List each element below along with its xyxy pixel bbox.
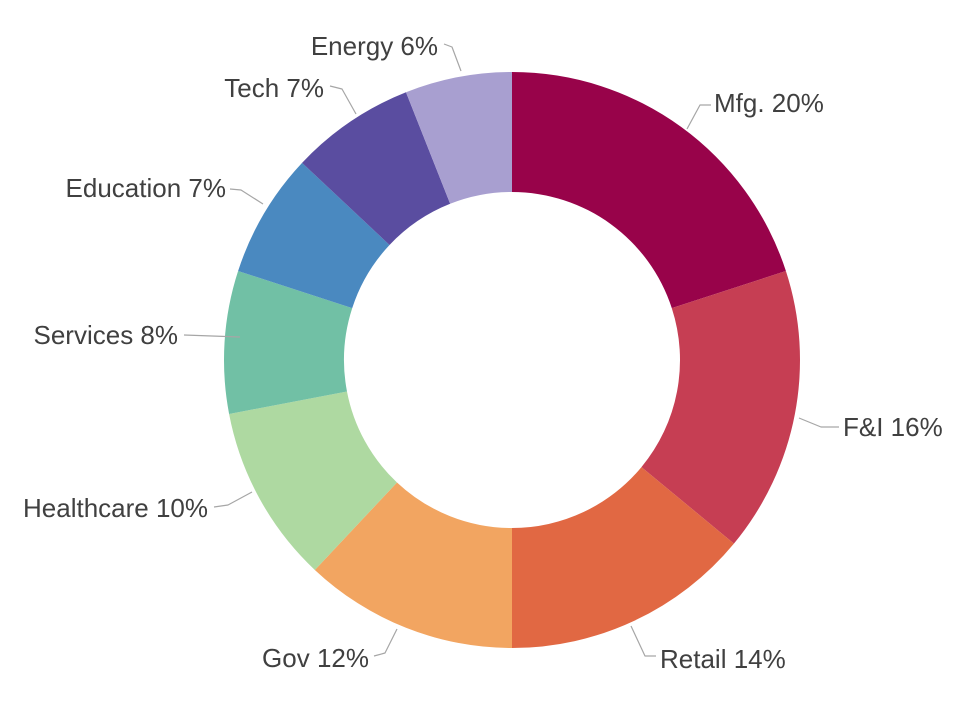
leader-line-healthcare	[213, 491, 253, 508]
slice-retail	[512, 467, 734, 648]
leader-line-retail	[630, 625, 656, 657]
slice-healthcare	[229, 391, 397, 570]
slice-mfg	[512, 72, 786, 309]
slice-label-services: Services 8%	[34, 320, 179, 350]
slice-label-gov: Gov 12%	[262, 643, 369, 673]
leader-line-services	[183, 334, 241, 338]
leader-line-f-i	[798, 417, 839, 428]
leader-line-education	[229, 188, 264, 205]
slice-education	[238, 162, 390, 309]
slice-f-i	[641, 271, 800, 544]
slice-labels: Mfg. 20% F&I 16% Retail 14% Gov 12% Healthca…	[23, 31, 943, 674]
slice-label-mfg: Mfg. 20%	[714, 88, 824, 118]
slice-label-retail: Retail 14%	[660, 644, 786, 674]
slice-label-energy: Energy 6%	[311, 31, 438, 61]
leader-line-mfg	[686, 104, 711, 130]
leader-line-tech	[329, 85, 357, 115]
slice-label-f-i: F&I 16%	[843, 412, 943, 442]
slice-label-healthcare: Healthcare 10%	[23, 493, 208, 523]
label-leader-lines	[183, 43, 839, 657]
leader-line-gov	[373, 628, 398, 657]
slice-label-tech: Tech 7%	[224, 73, 324, 103]
slice-gov	[314, 482, 512, 648]
slice-services	[223, 271, 353, 414]
leader-line-energy	[443, 43, 462, 72]
slice-tech	[302, 92, 451, 245]
donut-slices	[223, 72, 800, 648]
slice-label-education: Education 7%	[66, 173, 226, 203]
slice-energy	[405, 72, 512, 204]
